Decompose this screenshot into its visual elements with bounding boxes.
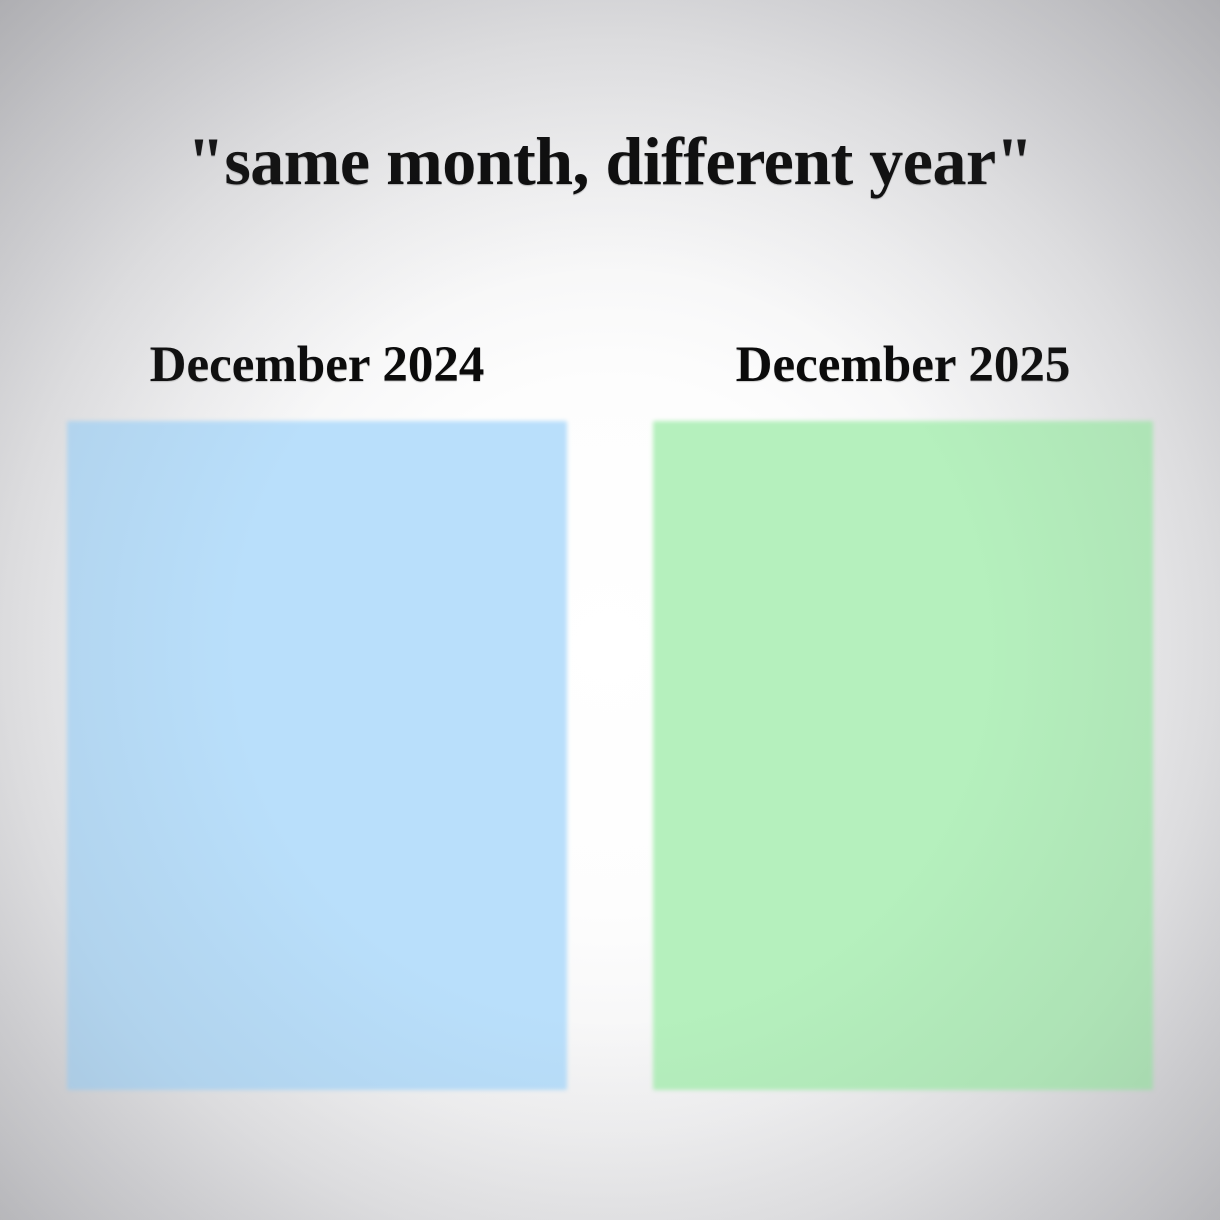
panel-label-december-2024: December 2024 [149, 337, 485, 393]
meme-title: "same month, different year" [187, 123, 1033, 199]
color-swatch-december-2024 [67, 421, 567, 1090]
color-swatch-december-2025 [653, 421, 1153, 1090]
panel-label-december-2025: December 2025 [735, 337, 1071, 393]
